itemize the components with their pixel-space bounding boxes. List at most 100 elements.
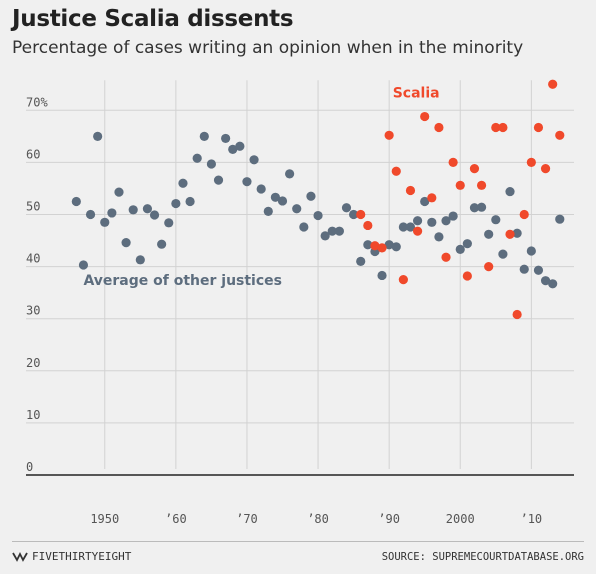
other-justices-point xyxy=(85,209,96,220)
other-justices-point xyxy=(270,192,280,202)
gridlines xyxy=(26,80,574,476)
other-justices-point xyxy=(363,240,373,250)
y-tick-label: 10 xyxy=(26,408,40,422)
other-justices-point xyxy=(185,196,195,207)
other-justices-point xyxy=(228,144,238,154)
x-tick-label: ’60 xyxy=(165,512,187,526)
other-justices-point xyxy=(420,196,430,207)
y-tick-label: 20 xyxy=(26,356,40,370)
other-justices-point xyxy=(448,211,458,221)
other-justices-point xyxy=(377,270,387,281)
scalia-point xyxy=(540,164,551,174)
y-tick-label: 40 xyxy=(26,252,40,266)
scalia-point xyxy=(455,180,465,190)
other-justices-point xyxy=(235,141,245,151)
scalia-point xyxy=(363,220,373,231)
y-tick-label: 70% xyxy=(26,95,48,109)
other-justices-point xyxy=(285,169,295,179)
chart-subtitle: Percentage of cases writing an opinion w… xyxy=(12,38,524,58)
x-tick-label: ’90 xyxy=(378,512,400,526)
scalia-point xyxy=(548,79,558,89)
other-justices-point xyxy=(391,242,401,252)
other-justices-point xyxy=(93,131,103,141)
scalia-point xyxy=(555,130,565,140)
scalia-point xyxy=(441,252,451,262)
scalia-point xyxy=(519,209,529,220)
other-justices-point xyxy=(320,231,330,241)
other-justices-point xyxy=(135,255,145,265)
other-justices-point xyxy=(526,246,536,256)
other-justices-point xyxy=(192,153,202,163)
other-justices-point xyxy=(498,249,508,259)
other-justices-point xyxy=(292,204,302,214)
other-justices-point xyxy=(107,208,117,218)
other-justices-point xyxy=(249,155,259,165)
scalia-point xyxy=(412,226,423,236)
other-justices-point xyxy=(484,229,494,239)
scalia-point xyxy=(484,262,494,272)
chart-title: Justice Scalia dissents xyxy=(12,6,294,32)
other-justices-point xyxy=(121,238,131,248)
scalia-point xyxy=(469,164,480,174)
other-justices-point xyxy=(221,133,231,144)
scalia-point xyxy=(526,157,536,167)
other-justices-point xyxy=(199,131,209,141)
other-justices-point xyxy=(71,196,81,207)
other-justices-point xyxy=(256,184,266,194)
brand-name: FIVETHIRTYEIGHT xyxy=(32,550,132,563)
x-tick-label: 2000 xyxy=(446,512,475,526)
other-justices-point xyxy=(206,159,217,169)
other-justices-point xyxy=(178,178,188,188)
scalia-point xyxy=(370,241,380,251)
y-axis-ticks: 0 10 20 30 40 50 60 70% xyxy=(26,95,48,474)
scalia-point xyxy=(420,111,430,122)
other-justices-point xyxy=(142,204,153,214)
other-justices-point xyxy=(412,216,423,226)
scalia-point xyxy=(356,209,366,220)
scalia-point xyxy=(405,185,416,196)
other-justices-point xyxy=(313,210,323,221)
other-justices-point xyxy=(242,177,252,187)
scalia-point xyxy=(391,166,401,176)
x-tick-label: 1950 xyxy=(90,512,119,526)
scalia-point xyxy=(448,157,458,167)
other-justices-point xyxy=(114,187,124,197)
other-justices-point xyxy=(555,214,565,224)
scalia-point xyxy=(384,130,394,140)
x-tick-label: ’10 xyxy=(520,512,542,526)
other-justices-point xyxy=(441,216,451,226)
data-points xyxy=(71,79,565,320)
other-justices-point xyxy=(434,232,444,242)
other-justices-point xyxy=(384,240,394,250)
other-justices-point xyxy=(349,209,359,220)
other-justices-point xyxy=(327,226,337,236)
other-justices-series-label: Average of other justices xyxy=(83,273,282,289)
other-justices-point xyxy=(512,228,522,238)
other-justices-point xyxy=(128,205,138,215)
other-justices-point xyxy=(548,279,558,289)
other-justices-point xyxy=(78,260,89,270)
x-tick-label: ’80 xyxy=(307,512,329,526)
other-justices-point xyxy=(334,226,344,236)
y-tick-label: 60 xyxy=(26,147,40,161)
x-tick-label: ’70 xyxy=(236,512,258,526)
scalia-point xyxy=(377,243,387,253)
scalia-point xyxy=(398,275,408,285)
x-axis-ticks: 1950 ’60 ’70 ’80 ’90 2000 ’10 xyxy=(90,512,542,526)
other-justices-point xyxy=(405,222,416,232)
other-justices-point xyxy=(341,203,352,213)
other-justices-point xyxy=(263,206,273,216)
y-tick-label: 50 xyxy=(26,200,40,214)
other-justices-point xyxy=(455,244,465,255)
scalia-point xyxy=(533,122,544,133)
scalia-series-label: Scalia xyxy=(393,85,440,101)
other-justices-point xyxy=(491,215,501,225)
y-tick-label: 0 xyxy=(26,460,33,474)
other-justices-point xyxy=(462,239,472,249)
other-justices-point xyxy=(398,222,408,232)
other-justices-point xyxy=(157,239,167,249)
scalia-point xyxy=(505,229,515,239)
y-tick-label: 30 xyxy=(26,304,40,318)
other-justices-point xyxy=(519,264,529,274)
